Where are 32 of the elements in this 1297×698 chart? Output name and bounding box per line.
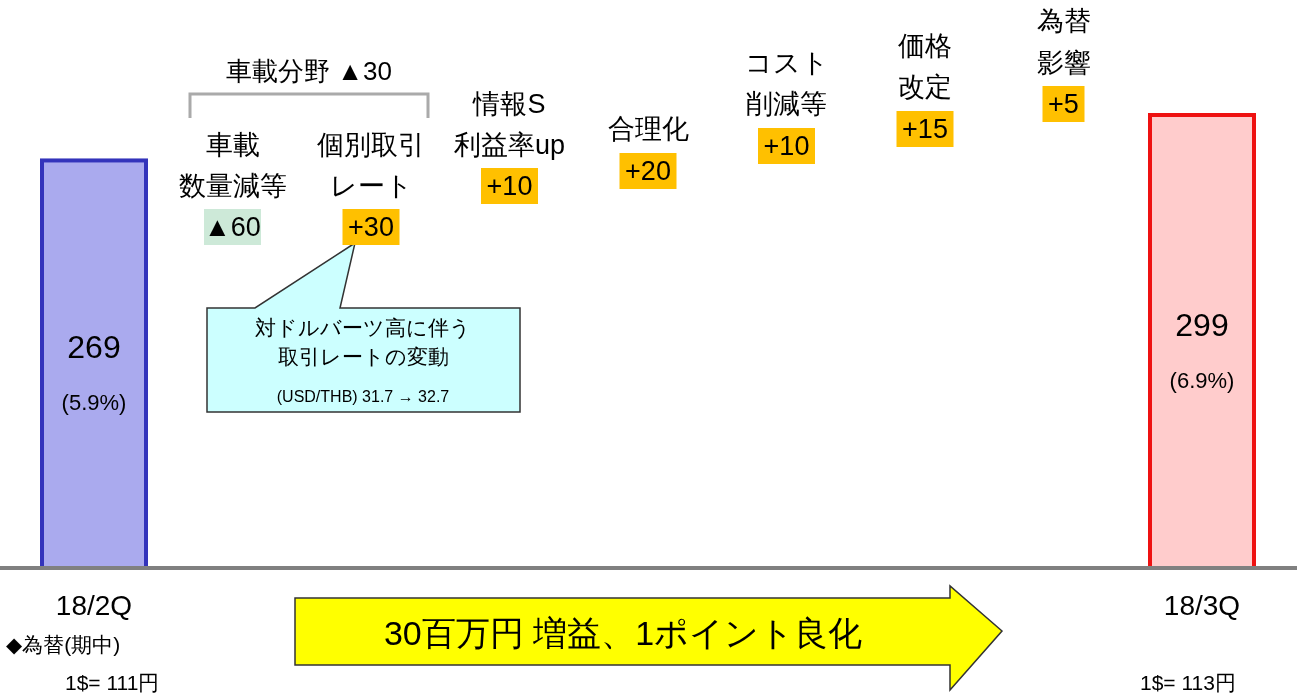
annotation: 利益率up: [453, 130, 566, 160]
data-label: 269 (5.9%): [61, 329, 127, 416]
text: 改定: [898, 72, 952, 102]
annotation: 削減等: [746, 89, 827, 119]
annotation: (USD/THB) 31.7 → 32.7: [276, 388, 450, 405]
annotation: 合理化: [607, 114, 689, 144]
annotation: +5: [1048, 89, 1079, 119]
annotation: +10: [486, 171, 533, 201]
text: コスト: [744, 48, 829, 78]
annotation: 車載: [205, 130, 260, 160]
data-label: 299 (6.9%): [1169, 306, 1235, 393]
annotation: ▲60: [204, 212, 261, 242]
x-tick-label: 18/2Q: [55, 590, 133, 621]
text: 30百万円 増益、1ポイント良化: [383, 614, 863, 652]
annotation: +30: [348, 212, 394, 242]
annotation: +20: [625, 156, 671, 186]
annotation: 対ドルバーツ高に伴う: [255, 316, 471, 339]
text: 車載分野 ▲30: [226, 56, 392, 86]
annotation: 情報S: [472, 89, 546, 119]
text: 1$= 113円: [1140, 671, 1236, 694]
text: 価格: [898, 31, 952, 61]
annotation: 取引レートの変動: [277, 345, 449, 368]
x-tick-label: 18/3Q: [1163, 590, 1241, 621]
text: 影響: [1036, 48, 1091, 78]
annotation: 個別取引: [317, 130, 425, 160]
annotation: +10: [763, 131, 810, 161]
annotation: +15: [902, 114, 948, 144]
text: 為替: [1036, 6, 1091, 36]
text: 1$= 111円: [65, 671, 160, 694]
annotation: レート: [329, 171, 413, 201]
text: ◆為替(期中): [6, 633, 121, 656]
annotation: 数量減等: [178, 171, 287, 201]
